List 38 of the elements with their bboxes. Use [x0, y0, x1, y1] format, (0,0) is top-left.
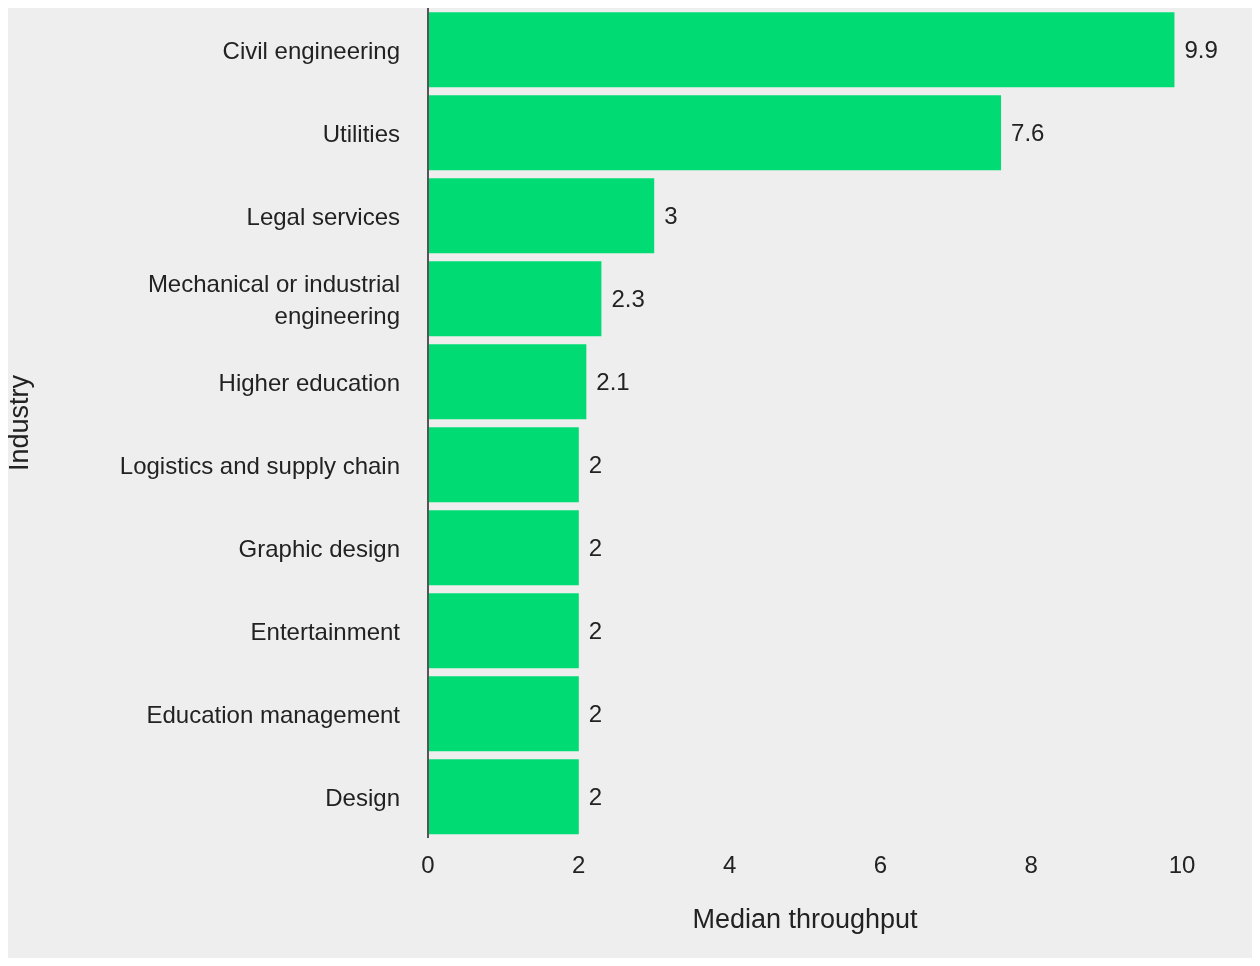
data-label: 7.6 — [1011, 119, 1045, 147]
bar — [428, 344, 587, 420]
data-label: 2 — [588, 700, 603, 728]
x-axis-title: Median throughput — [692, 904, 919, 934]
bar — [428, 510, 579, 586]
bar — [428, 178, 655, 254]
data-label: 2.1 — [596, 368, 630, 396]
x-tick-label: 0 — [421, 851, 435, 879]
bar — [428, 593, 579, 669]
data-label: 9.9 — [1184, 36, 1218, 64]
data-label: 2 — [588, 534, 603, 562]
data-label: 2.3 — [611, 285, 645, 313]
y-tick-label: Entertainment — [250, 617, 401, 644]
y-tick-label: Utilities — [322, 119, 400, 146]
y-tick-label: Logistics and supply chain — [119, 451, 400, 478]
y-tick-label: Education management — [146, 700, 401, 727]
y-tick-label: Design — [325, 783, 400, 810]
bar — [428, 427, 579, 503]
y-tick-label: Legal services — [246, 202, 400, 229]
data-label: 3 — [664, 202, 678, 230]
bar — [428, 676, 579, 752]
x-tick-label: 10 — [1168, 851, 1196, 879]
bar — [428, 759, 579, 835]
bar — [428, 261, 602, 337]
x-tick-label: 4 — [722, 851, 737, 879]
y-tick-label: Higher education — [218, 368, 400, 395]
y-tick-label: Graphic design — [238, 534, 400, 561]
y-tick-label: Civil engineering — [222, 36, 400, 63]
bar — [428, 95, 1002, 171]
data-label: 2 — [588, 783, 603, 811]
x-tick-label: 6 — [873, 851, 888, 879]
data-label: 2 — [588, 617, 603, 645]
data-label: 2 — [588, 451, 603, 479]
bar — [428, 12, 1175, 88]
y-tick-label: Mechanical or industrial engineering — [147, 269, 400, 328]
y-axis-title: Industry — [3, 374, 34, 472]
x-tick-label: 2 — [572, 851, 586, 879]
x-tick-label: 8 — [1024, 851, 1038, 879]
